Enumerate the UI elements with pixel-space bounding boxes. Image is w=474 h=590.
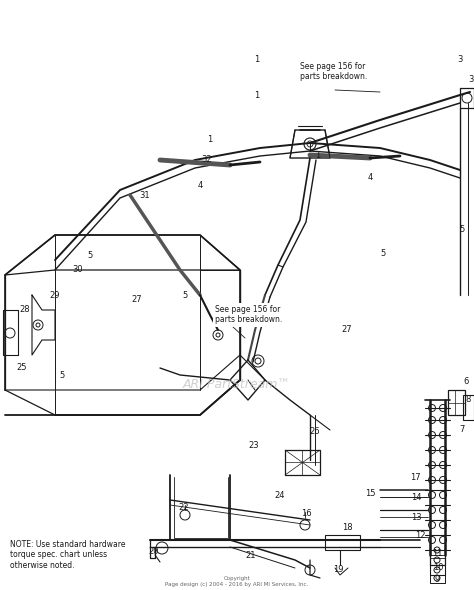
Text: 10: 10 — [433, 563, 443, 572]
Text: 5: 5 — [59, 372, 64, 381]
Text: 27: 27 — [342, 326, 352, 335]
Text: 17: 17 — [410, 474, 420, 483]
Text: See page 156 for
parts breakdown.: See page 156 for parts breakdown. — [300, 62, 367, 81]
Text: 3: 3 — [457, 55, 463, 64]
Text: 24: 24 — [275, 490, 285, 500]
Text: 1: 1 — [255, 90, 260, 100]
Text: 30: 30 — [73, 266, 83, 274]
Text: 4: 4 — [367, 173, 373, 182]
Text: 21: 21 — [246, 550, 256, 559]
Text: 18: 18 — [342, 523, 352, 532]
Text: 9: 9 — [434, 575, 439, 585]
Text: 19: 19 — [333, 565, 343, 575]
Text: 12: 12 — [415, 530, 425, 539]
Text: 31: 31 — [140, 191, 150, 199]
Text: 15: 15 — [365, 489, 375, 497]
Text: 1: 1 — [255, 55, 260, 64]
Text: ARI PartStream™: ARI PartStream™ — [183, 379, 291, 392]
Text: 11: 11 — [432, 549, 442, 558]
Text: 1: 1 — [207, 136, 213, 145]
Text: NOTE: Use standard hardware
torque spec. chart unless
otherwise noted.: NOTE: Use standard hardware torque spec.… — [10, 540, 126, 570]
Text: 5: 5 — [380, 248, 386, 257]
Text: 23: 23 — [249, 441, 259, 450]
Text: 28: 28 — [20, 306, 30, 314]
Text: 26: 26 — [310, 428, 320, 437]
Text: 8: 8 — [465, 395, 471, 405]
Text: 22: 22 — [179, 503, 189, 513]
Text: 5: 5 — [459, 225, 465, 234]
Text: See page 156 for
parts breakdown.: See page 156 for parts breakdown. — [215, 305, 282, 325]
Text: 25: 25 — [17, 362, 27, 372]
Text: 16: 16 — [301, 509, 311, 517]
Text: 27: 27 — [132, 296, 142, 304]
Text: 4: 4 — [197, 181, 202, 189]
Text: 20: 20 — [149, 548, 159, 556]
Text: 13: 13 — [410, 513, 421, 523]
Text: 5: 5 — [182, 290, 188, 300]
Text: 3: 3 — [468, 76, 474, 84]
Text: 32: 32 — [202, 156, 212, 165]
Text: 29: 29 — [50, 290, 60, 300]
Text: 7: 7 — [459, 425, 465, 434]
Text: 1: 1 — [315, 150, 320, 159]
Text: 6: 6 — [463, 378, 469, 386]
Text: 5: 5 — [87, 251, 92, 260]
Text: 2: 2 — [363, 70, 368, 80]
Text: 14: 14 — [411, 493, 421, 503]
Text: Copyright
Page design (c) 2004 - 2016 by ARI MI Services, Inc.: Copyright Page design (c) 2004 - 2016 by… — [165, 576, 309, 587]
